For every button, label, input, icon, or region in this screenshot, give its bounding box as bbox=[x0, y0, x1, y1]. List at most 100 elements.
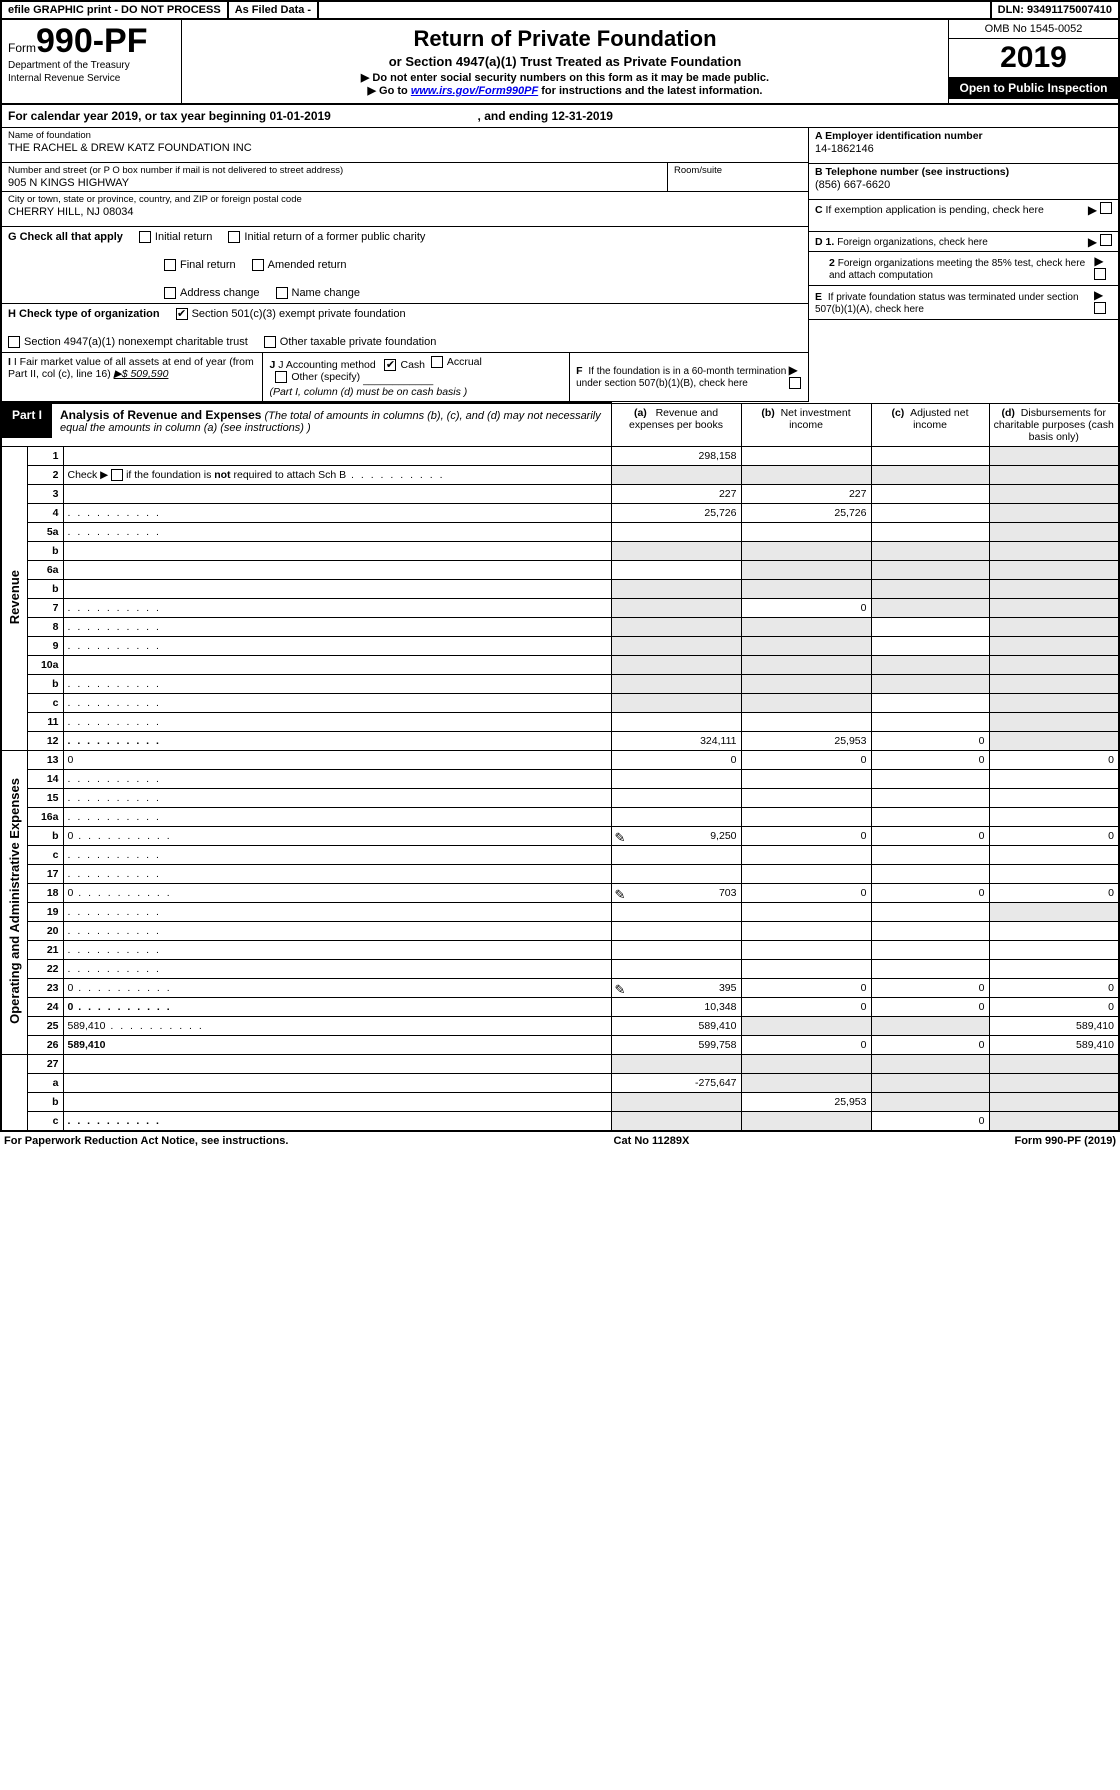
amount-col-d bbox=[989, 598, 1119, 617]
form-number: 990-PF bbox=[36, 22, 148, 60]
line-description bbox=[63, 921, 611, 940]
4947a1-checkbox[interactable] bbox=[8, 336, 20, 348]
amount-col-a bbox=[611, 940, 741, 959]
amount-col-d: 589,410 bbox=[989, 1035, 1119, 1054]
accrual-checkbox[interactable] bbox=[431, 356, 443, 368]
line-description: 589,410 bbox=[63, 1035, 611, 1054]
amount-col-c bbox=[871, 560, 989, 579]
line-number: b bbox=[27, 579, 63, 598]
amount-col-a bbox=[611, 693, 741, 712]
amount-col-d bbox=[989, 579, 1119, 598]
amount-col-c bbox=[871, 864, 989, 883]
line-number: 6a bbox=[27, 560, 63, 579]
amount-col-b: 0 bbox=[741, 598, 871, 617]
amount-col-b bbox=[741, 1073, 871, 1092]
exemption-pending-label: If exemption application is pending, che… bbox=[826, 204, 1044, 216]
initial-return-checkbox[interactable] bbox=[139, 231, 151, 243]
h-label: H Check type of organization bbox=[8, 308, 160, 320]
line-number: b bbox=[27, 541, 63, 560]
form-title: Return of Private Foundation bbox=[190, 26, 940, 52]
line-description bbox=[63, 731, 611, 750]
line-number: 24 bbox=[27, 997, 63, 1016]
amount-col-d bbox=[989, 693, 1119, 712]
e-checkbox[interactable] bbox=[1094, 302, 1106, 314]
amount-col-a bbox=[611, 465, 741, 484]
line-description bbox=[63, 940, 611, 959]
amount-col-d bbox=[989, 921, 1119, 940]
amount-col-c bbox=[871, 598, 989, 617]
amount-col-b bbox=[741, 446, 871, 465]
amount-col-d bbox=[989, 788, 1119, 807]
irs-link[interactable]: www.irs.gov/Form990PF bbox=[411, 85, 538, 97]
amount-col-a: 589,410 bbox=[611, 1016, 741, 1035]
part1-table: Part I Analysis of Revenue and Expenses … bbox=[0, 402, 1120, 1132]
line-number: b bbox=[27, 1092, 63, 1111]
attachment-icon[interactable]: ✎ bbox=[615, 887, 626, 903]
amount-col-c bbox=[871, 959, 989, 978]
amount-col-a bbox=[611, 560, 741, 579]
attachment-icon[interactable]: ✎ bbox=[615, 982, 626, 998]
amount-col-b: 0 bbox=[741, 883, 871, 902]
amended-return-checkbox[interactable] bbox=[252, 259, 264, 271]
amount-col-b: 25,953 bbox=[741, 731, 871, 750]
initial-former-checkbox[interactable] bbox=[228, 231, 240, 243]
amount-col-b bbox=[741, 465, 871, 484]
page-footer: For Paperwork Reduction Act Notice, see … bbox=[0, 1132, 1120, 1150]
line-number: a bbox=[27, 1073, 63, 1092]
line-number: 12 bbox=[27, 731, 63, 750]
amount-col-d bbox=[989, 902, 1119, 921]
f-checkbox[interactable] bbox=[789, 377, 801, 389]
line-description bbox=[63, 636, 611, 655]
amount-col-b bbox=[741, 788, 871, 807]
line-description bbox=[63, 693, 611, 712]
line-description: 0 bbox=[63, 978, 611, 997]
amount-col-d: 589,410 bbox=[989, 1016, 1119, 1035]
d2-checkbox[interactable] bbox=[1094, 268, 1106, 280]
amount-col-d bbox=[989, 1054, 1119, 1073]
name-change-checkbox[interactable] bbox=[276, 287, 288, 299]
address-change-checkbox[interactable] bbox=[164, 287, 176, 299]
amount-col-d bbox=[989, 940, 1119, 959]
amount-col-a: 10,348 bbox=[611, 997, 741, 1016]
amount-col-c bbox=[871, 446, 989, 465]
phone-value: (856) 667-6620 bbox=[815, 178, 1112, 191]
form-link-line: ▶ Go to www.irs.gov/Form990PF for instru… bbox=[190, 84, 940, 97]
line-description: Check ▶ if the foundation is not require… bbox=[63, 465, 611, 484]
form-subtitle: or Section 4947(a)(1) Trust Treated as P… bbox=[190, 54, 940, 69]
line-number: 26 bbox=[27, 1035, 63, 1054]
c-checkbox[interactable] bbox=[1100, 202, 1112, 214]
amount-col-d bbox=[989, 845, 1119, 864]
other-taxable-checkbox[interactable] bbox=[264, 336, 276, 348]
entity-block: Name of foundation THE RACHEL & DREW KAT… bbox=[0, 128, 1120, 402]
final-return-checkbox[interactable] bbox=[164, 259, 176, 271]
header-left: Form990-PF Department of the Treasury In… bbox=[2, 20, 182, 103]
amount-col-c bbox=[871, 674, 989, 693]
amount-col-b: 0 bbox=[741, 750, 871, 769]
amount-col-b bbox=[741, 940, 871, 959]
amount-col-d bbox=[989, 617, 1119, 636]
top-bar: efile GRAPHIC print - DO NOT PROCESS As … bbox=[0, 0, 1120, 20]
line-number: 1 bbox=[27, 446, 63, 465]
amount-col-c bbox=[871, 617, 989, 636]
amount-col-c: 0 bbox=[871, 883, 989, 902]
d1-checkbox[interactable] bbox=[1100, 234, 1112, 246]
amount-col-c bbox=[871, 845, 989, 864]
501c3-checkbox[interactable] bbox=[176, 308, 188, 320]
amount-col-c bbox=[871, 503, 989, 522]
amount-col-c bbox=[871, 465, 989, 484]
line-number: 18 bbox=[27, 883, 63, 902]
line-number: 8 bbox=[27, 617, 63, 636]
asfiled-label: As Filed Data - bbox=[229, 2, 319, 18]
col-c-header: (c) Adjusted net income bbox=[871, 403, 989, 446]
attachment-icon[interactable]: ✎ bbox=[615, 830, 626, 846]
amount-col-d bbox=[989, 731, 1119, 750]
amount-col-a bbox=[611, 674, 741, 693]
amount-col-a: 227 bbox=[611, 484, 741, 503]
line-description bbox=[63, 959, 611, 978]
amount-col-d bbox=[989, 1073, 1119, 1092]
amount-col-b bbox=[741, 636, 871, 655]
cash-checkbox[interactable] bbox=[384, 359, 396, 371]
open-inspection: Open to Public Inspection bbox=[949, 77, 1118, 99]
other-method-checkbox[interactable] bbox=[275, 371, 287, 383]
line-number: 9 bbox=[27, 636, 63, 655]
